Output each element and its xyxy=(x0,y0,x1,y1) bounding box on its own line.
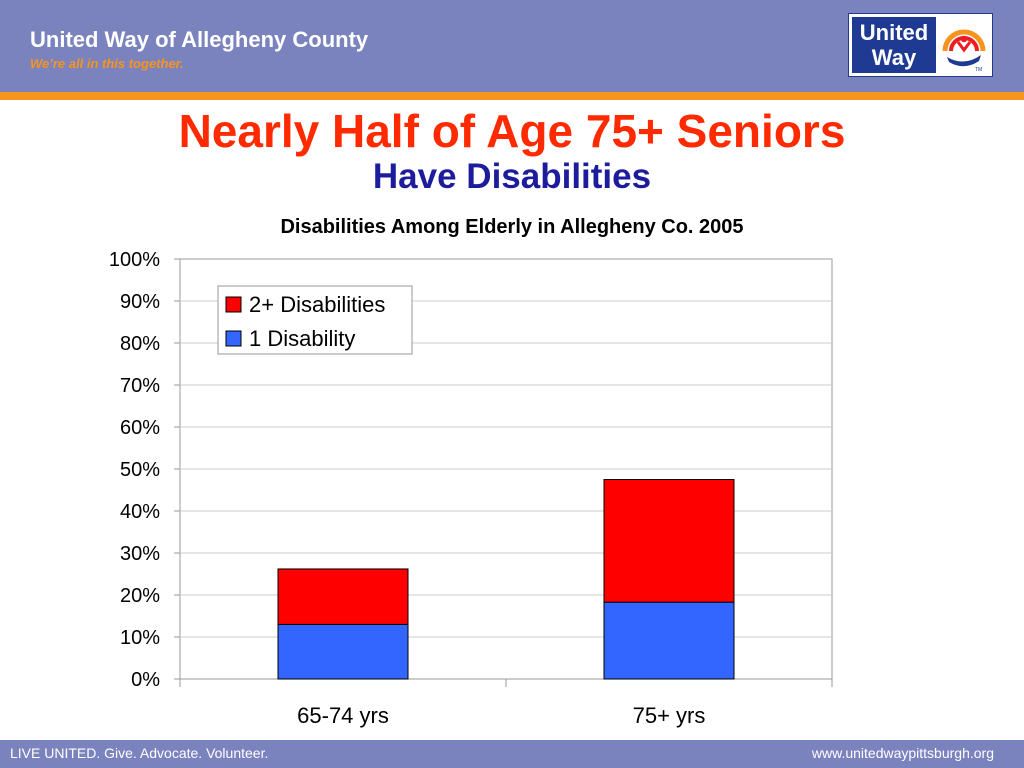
header-accent-stripe xyxy=(0,92,1024,100)
legend-swatch xyxy=(225,330,242,347)
y-tick-label: 90% xyxy=(120,291,160,313)
x-tick-label: 75+ yrs xyxy=(633,703,706,728)
logo-trademark: TM xyxy=(975,67,982,73)
logo-line1: United xyxy=(859,20,929,45)
slide-subtitle: Have Disabilities xyxy=(372,157,652,196)
hand-rainbow-person-icon: TM xyxy=(942,29,986,73)
y-tick-label: 50% xyxy=(120,459,160,481)
footer-bar: LIVE UNITED. Give. Advocate. Volunteer. … xyxy=(0,740,1024,768)
united-way-logo: United Way TM xyxy=(848,13,993,77)
legend-label: 2+ Disabilities xyxy=(249,292,385,317)
y-tick-label: 80% xyxy=(120,333,160,355)
bar-2-disabilities-0 xyxy=(277,568,409,625)
stacked-bar-chart: 0% 10% 20% 30% 40% 50% 60% 70% 80% 90% 100% 65-74 y… xyxy=(109,249,833,728)
legend xyxy=(217,285,413,355)
y-tick-label: 10% xyxy=(120,627,160,649)
org-name: United Way of Allegheny County xyxy=(30,27,369,52)
y-tick-label: 40% xyxy=(120,501,160,523)
y-tick-label: 20% xyxy=(120,585,160,607)
header-bar: United Way of Allegheny County We’re all… xyxy=(0,0,1024,92)
logo-line2: Way xyxy=(871,45,917,70)
bar-1-disability-1 xyxy=(603,601,735,680)
tagline: We’re all in this together. xyxy=(30,56,184,71)
legend-swatch xyxy=(225,296,242,313)
chart-title: Disabilities Among Elderly in Allegheny … xyxy=(280,216,744,238)
y-tick-label: 30% xyxy=(120,543,160,565)
bar-1-disability-0 xyxy=(277,623,409,680)
slide-title: Nearly Half of Age 75+ Seniors xyxy=(178,105,846,157)
y-tick-label: 100% xyxy=(109,249,160,271)
y-tick-label: 70% xyxy=(120,375,160,397)
footer-slogan: LIVE UNITED. Give. Advocate. Volunteer. xyxy=(10,745,269,761)
y-tick-label: 60% xyxy=(120,417,160,439)
logo-wordmark: United Way xyxy=(852,17,936,73)
footer-url[interactable]: www.unitedwaypittsburgh.org xyxy=(811,745,994,761)
legend-label: 1 Disability xyxy=(249,326,355,351)
bar-2-disabilities-1 xyxy=(603,479,735,603)
x-tick-label: 65-74 yrs xyxy=(297,703,389,728)
y-tick-label: 0% xyxy=(131,669,160,691)
